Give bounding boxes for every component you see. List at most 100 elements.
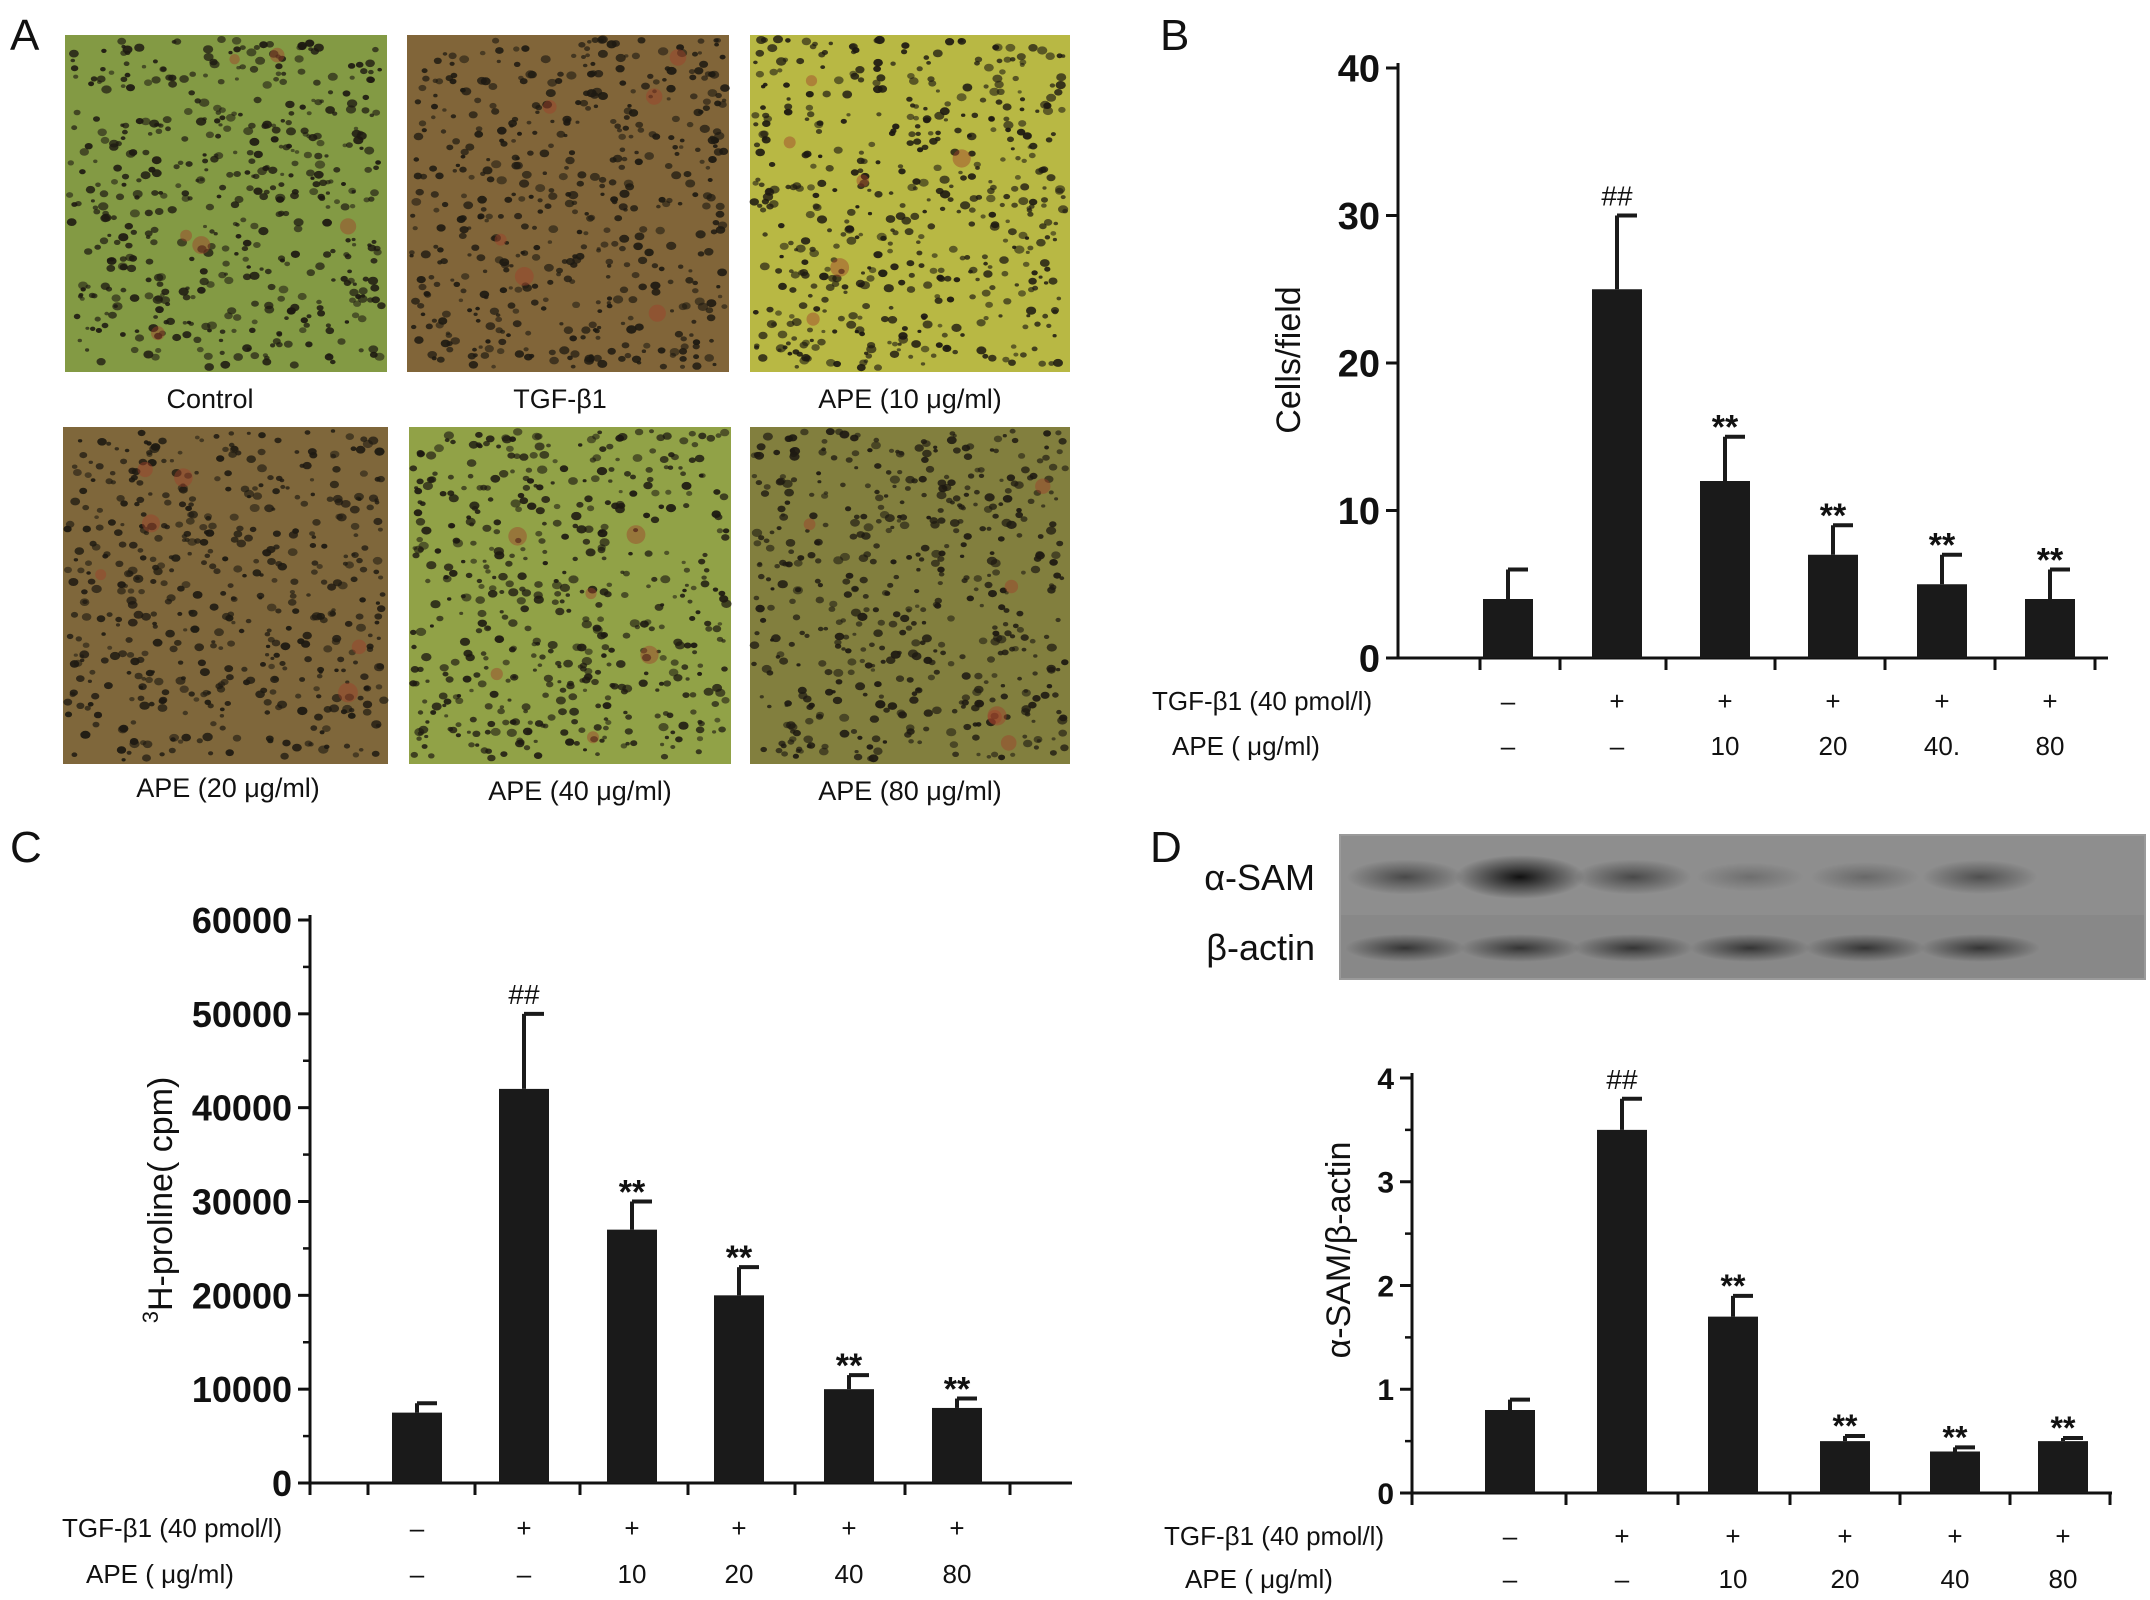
bar <box>1708 1316 1758 1493</box>
y-tick-label: 3 <box>1377 1167 1394 1200</box>
y-tick-label: 40 <box>1338 49 1380 91</box>
condition-ape-value: 20 <box>1819 731 1848 761</box>
bar <box>2038 1441 2088 1493</box>
condition-tgf-value: + <box>2055 1521 2070 1551</box>
bar <box>1808 554 1858 658</box>
y-tick-label: 0 <box>1377 1478 1394 1511</box>
chart-b-cells-per-field: 0 10 20 30 40 ## ** ** ** ** Cells/field TGF-β1 (40… <box>1152 49 2108 761</box>
condition-tgf-value: + <box>624 1513 639 1543</box>
y-tick-label: 50000 <box>192 994 292 1035</box>
condition-ape-value: 40 <box>835 1559 864 1589</box>
y-tick-label: 30000 <box>192 1181 292 1222</box>
y-tick-label: 0 <box>1359 639 1380 681</box>
y-tick-label: 0 <box>272 1463 292 1504</box>
micrograph-caption: TGF-β1 <box>513 384 607 414</box>
significance-hash: ## <box>1606 1064 1638 1095</box>
condition-tgf-value: + <box>2042 686 2057 716</box>
cell-dots <box>66 36 386 371</box>
micrograph-caption: APE (80 μg/ml) <box>818 776 1002 806</box>
panel-a-micrographs: Control TGF-β1 APE (10 μg/ml) APE (20 μg/ml… <box>63 35 1070 806</box>
condition-ape-value: 40 <box>1941 1564 1970 1594</box>
y-tick-label: 1 <box>1377 1374 1394 1407</box>
condition-ape-value: 80 <box>2049 1564 2078 1594</box>
beta-actin-band <box>1920 934 2040 962</box>
significance-hash: ## <box>508 979 540 1010</box>
condition-ape-value: 80 <box>2036 731 2065 761</box>
significance-stars: ** <box>2051 1410 2076 1446</box>
significance-stars: ** <box>2037 541 2064 579</box>
alpha-sam-band <box>1346 859 1464 895</box>
condition-tgf-value: – <box>1503 1521 1518 1551</box>
micrograph-caption: Control <box>166 384 253 414</box>
condition-tgf-value: + <box>516 1513 531 1543</box>
condition-ape-value: – <box>517 1559 532 1589</box>
significance-stars: ** <box>1721 1268 1746 1304</box>
alpha-sam-band <box>1922 860 2038 894</box>
condition-label-tgf: TGF-β1 (40 pmol/l) <box>1164 1521 1384 1551</box>
bar <box>1483 599 1533 658</box>
condition-tgf-value: – <box>410 1513 425 1543</box>
significance-stars: ** <box>1712 409 1739 447</box>
micrograph-caption: APE (20 μg/ml) <box>136 773 320 803</box>
condition-tgf-value: + <box>1837 1521 1852 1551</box>
condition-ape-value: 10 <box>1719 1564 1748 1594</box>
condition-tgf-value: – <box>1501 686 1516 716</box>
bar <box>392 1412 442 1483</box>
y-tick-label: 4 <box>1377 1063 1394 1096</box>
y-tick-label: 10000 <box>192 1369 292 1410</box>
micrograph-2: TGF-β1 <box>407 35 730 414</box>
alpha-sam-band <box>1696 862 1804 892</box>
condition-tgf-value: + <box>1614 1521 1629 1551</box>
y-tick-label: 60000 <box>192 900 292 941</box>
condition-ape-value: 10 <box>1711 731 1740 761</box>
condition-ape-value: – <box>1615 1564 1630 1594</box>
significance-stars: ** <box>1929 527 1956 565</box>
y-axis-label: Cells/field <box>1270 286 1308 433</box>
panel-letter-d: D <box>1150 823 1182 872</box>
bar <box>1597 1129 1647 1493</box>
y-axis-label: 3H-proline( cpm) <box>138 1077 180 1324</box>
alpha-sam-band <box>1810 862 1920 892</box>
micrograph-4: APE (20 μg/ml) <box>63 427 389 803</box>
micrograph-caption: APE (40 μg/ml) <box>488 776 672 806</box>
beta-actin-band <box>1805 934 1925 962</box>
y-axis-label: α-SAM/β-actin <box>1320 1142 1358 1359</box>
bar <box>1592 289 1642 658</box>
y-tick-label: 10 <box>1338 491 1380 533</box>
alpha-sam-band <box>1455 855 1585 899</box>
cell-dots <box>749 35 1069 372</box>
significance-stars: ** <box>1943 1420 1968 1456</box>
condition-label-ape: APE ( μg/ml) <box>86 1559 234 1589</box>
beta-actin-band <box>1690 934 1810 962</box>
cell-dots <box>409 35 730 370</box>
condition-ape-value: – <box>1501 731 1516 761</box>
condition-ape-value: – <box>410 1559 425 1589</box>
condition-ape-value: 80 <box>943 1559 972 1589</box>
alpha-sam-band <box>1574 859 1692 895</box>
y-tick-label: 20000 <box>192 1275 292 1316</box>
condition-label-tgf: TGF-β1 (40 pmol/l) <box>62 1513 282 1543</box>
chart-d-alpha-sam-ratio: 0 1 2 3 4 ## ** ** ** ** α-SAM/β-actin TGF-β1 (40 p… <box>1164 1063 2112 1594</box>
y-tick-label: 2 <box>1377 1270 1394 1303</box>
significance-stars: ** <box>944 1370 971 1408</box>
condition-ape-value: 20 <box>1831 1564 1860 1594</box>
y-axis-label-superscript: 3 <box>138 1311 163 1323</box>
bar <box>1485 1410 1535 1493</box>
bar <box>499 1088 549 1483</box>
condition-ape-value: – <box>1610 731 1625 761</box>
condition-tgf-value: + <box>731 1513 746 1543</box>
significance-stars: ** <box>619 1173 646 1211</box>
condition-tgf-value: + <box>1947 1521 1962 1551</box>
condition-tgf-value: + <box>1717 686 1732 716</box>
micrograph-5: APE (40 μg/ml) <box>409 427 732 806</box>
condition-ape-value: 10 <box>618 1559 647 1589</box>
beta-actin-band <box>1573 934 1693 962</box>
cell-dots <box>63 429 389 762</box>
blot-label-beta-actin: β-actin <box>1206 927 1315 968</box>
condition-tgf-value: + <box>1725 1521 1740 1551</box>
western-blot: α-SAM β-actin <box>1204 834 2146 980</box>
significance-hash: ## <box>1601 181 1633 212</box>
significance-stars: ** <box>1820 497 1847 535</box>
beta-actin-band <box>1345 934 1465 962</box>
micrograph-1: Control <box>65 35 387 414</box>
